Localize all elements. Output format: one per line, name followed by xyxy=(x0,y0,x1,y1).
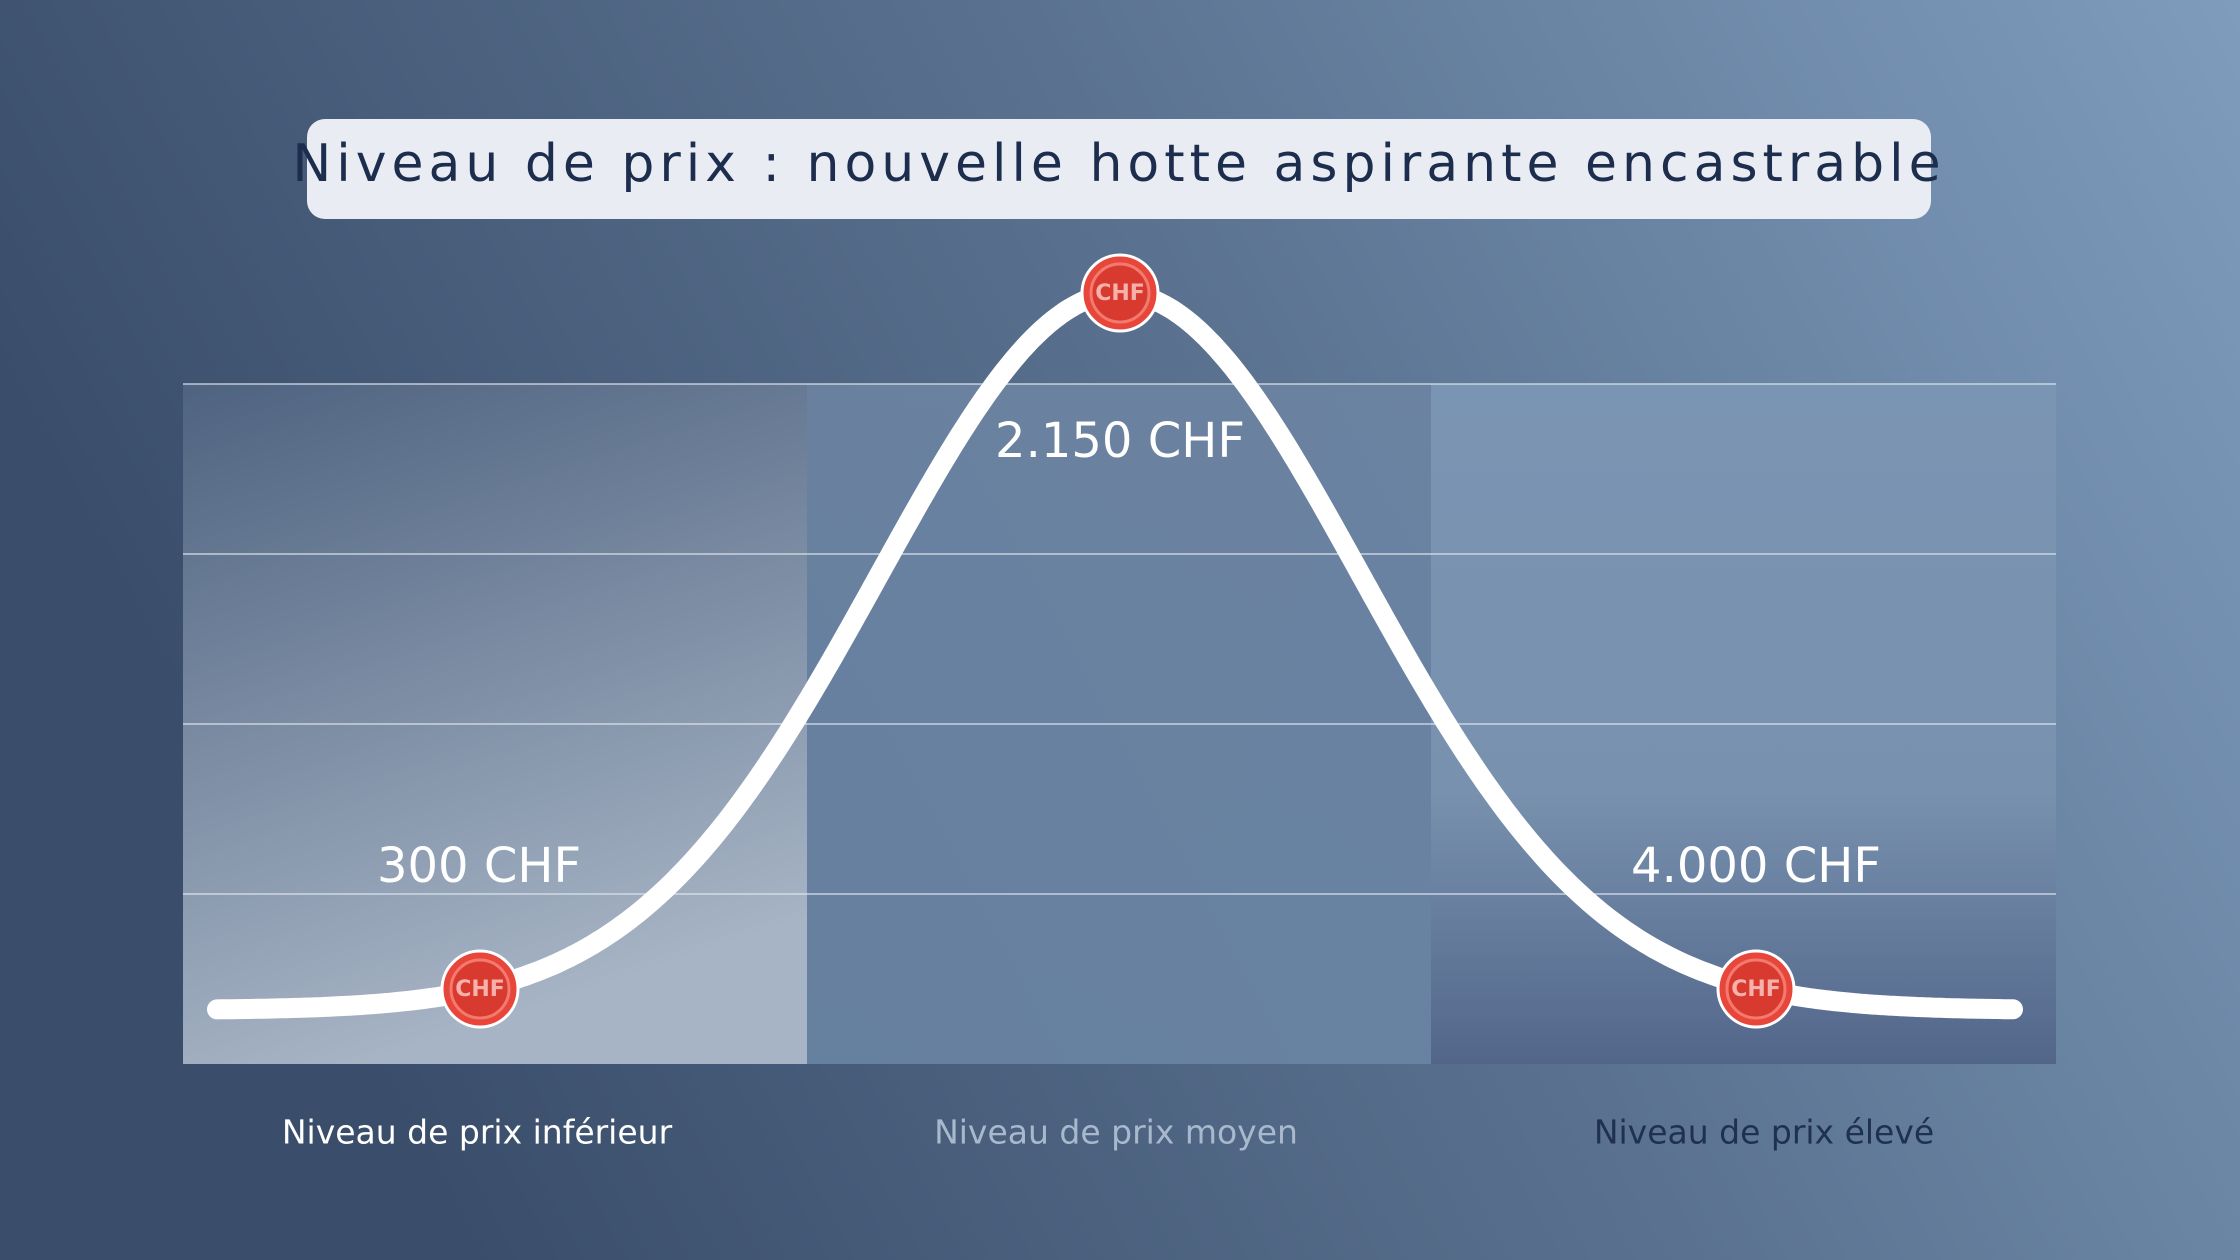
marker-text: CHF xyxy=(1095,281,1145,306)
zone-label: Niveau de prix élevé xyxy=(1594,1113,1934,1152)
price-label: 4.000 CHF xyxy=(1631,838,1881,894)
marker-text: CHF xyxy=(455,977,505,1002)
title-box xyxy=(307,119,1931,219)
grid xyxy=(183,383,2056,895)
marker-inner xyxy=(1089,262,1151,324)
zone-label: Niveau de prix inférieur xyxy=(282,1113,673,1152)
price-label: 300 CHF xyxy=(377,838,581,894)
marker-inner xyxy=(449,958,511,1020)
zone-label: Niveau de prix moyen xyxy=(934,1113,1298,1152)
marker-text: CHF xyxy=(1731,977,1781,1002)
title: Niveau de prix : nouvelle hotte aspirant… xyxy=(292,134,1945,194)
markers: CHF CHF CHF xyxy=(440,253,1796,1029)
price-label: 2.150 CHF xyxy=(995,413,1245,469)
marker-inner xyxy=(1725,958,1787,1020)
